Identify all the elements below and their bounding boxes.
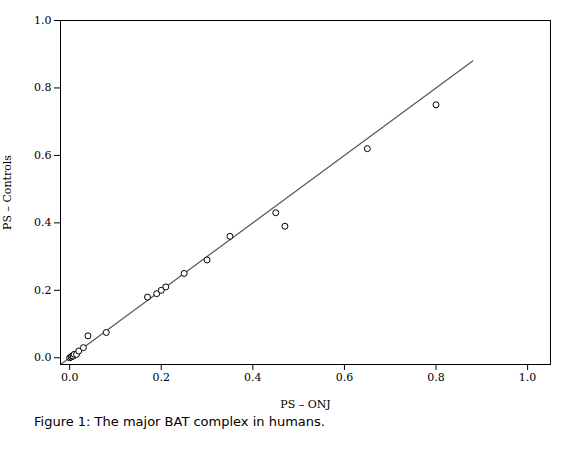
svg-text:0.4: 0.4 [244,371,261,384]
svg-text:0.6: 0.6 [34,149,52,162]
svg-text:0.2: 0.2 [152,371,170,384]
svg-text:PS – Controls: PS – Controls [1,155,14,230]
svg-text:0.0: 0.0 [61,371,79,384]
svg-text:1.0: 1.0 [519,371,537,384]
svg-text:PS – ONJ: PS – ONJ [280,398,330,411]
svg-text:0.8: 0.8 [34,81,52,94]
svg-text:0.2: 0.2 [34,284,52,297]
svg-text:1.0: 1.0 [34,14,52,27]
svg-text:0.8: 0.8 [427,371,445,384]
svg-text:0.6: 0.6 [336,371,354,384]
svg-text:0.0: 0.0 [34,351,52,364]
svg-text:0.4: 0.4 [34,216,52,229]
html-text:Figure 1: The major BAT comple: Figure 1: The major BAT complex in human… [34,414,325,429]
